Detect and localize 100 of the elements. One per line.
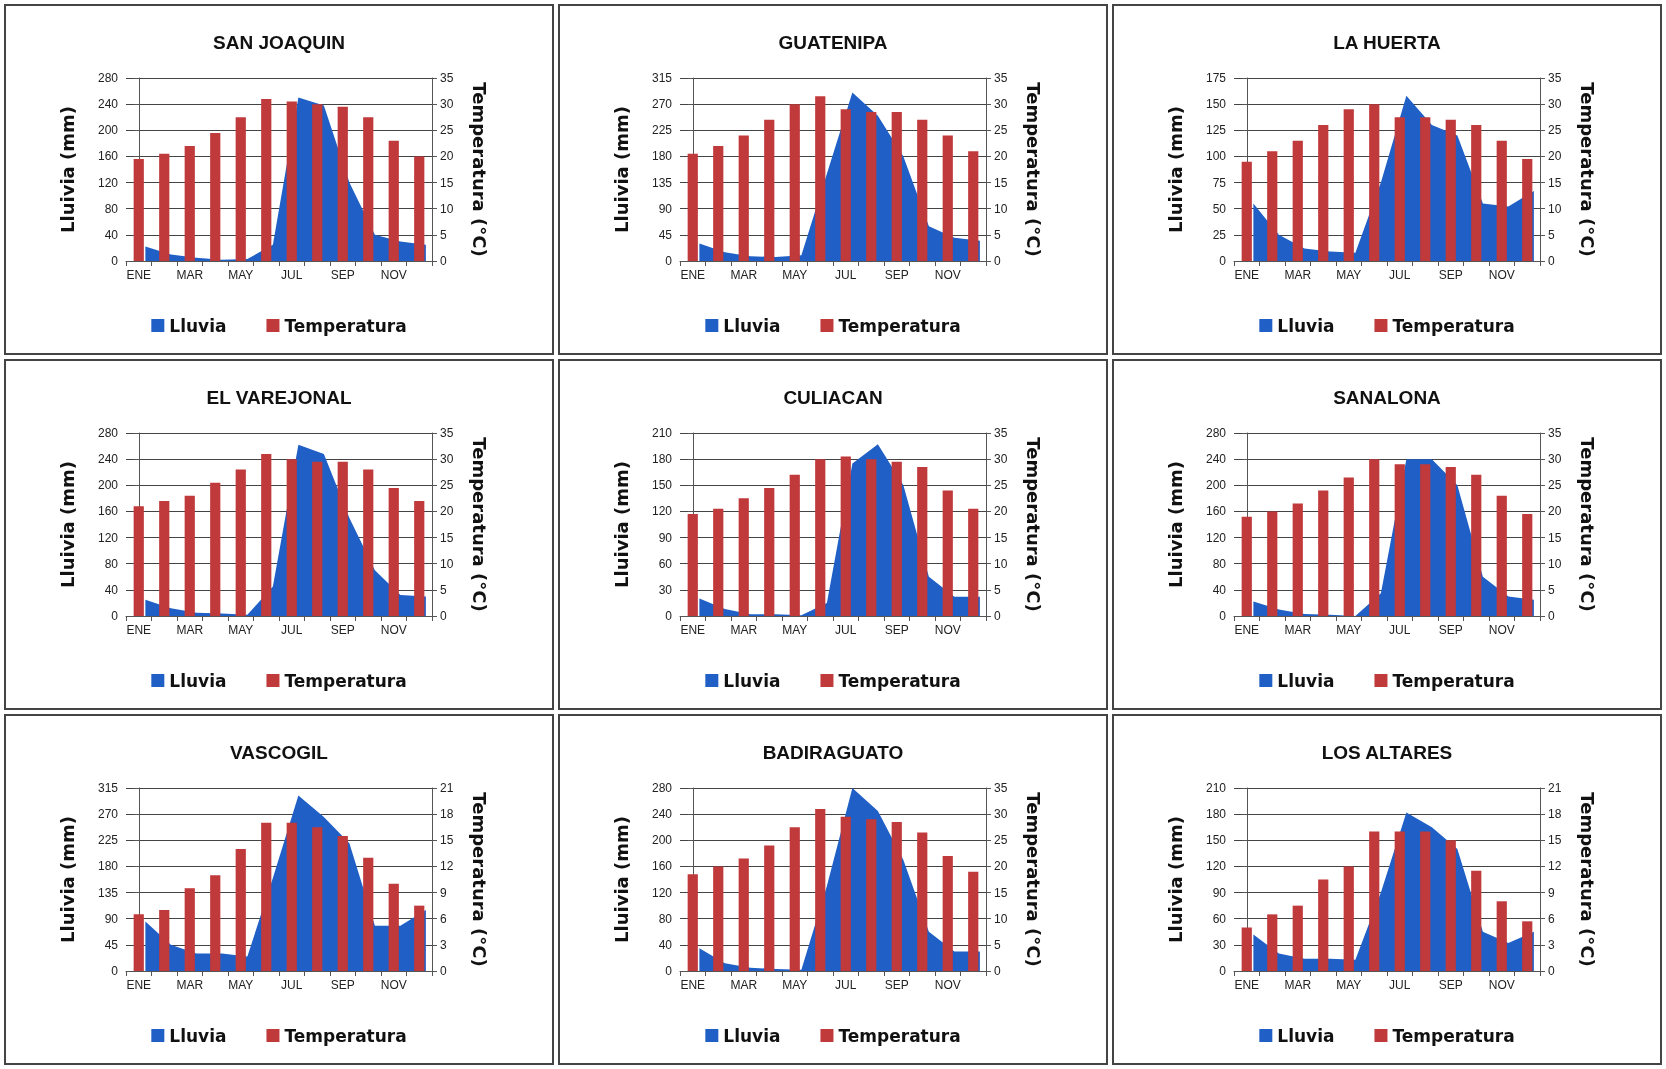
y-tick-label: 60 (658, 556, 673, 571)
legend-label: Temperatura (838, 315, 961, 336)
y2-axis-title: Temperatura (°C) (1022, 437, 1044, 612)
y-axis-title: Lluivia (mm) (1164, 461, 1186, 588)
x-tick-label: JUL (835, 978, 857, 992)
bar (286, 822, 297, 971)
bar (337, 461, 348, 616)
x-tick-label: MAY (228, 268, 254, 282)
bar (968, 871, 979, 971)
bar (1343, 866, 1354, 971)
bar (1292, 905, 1303, 971)
bar (133, 506, 144, 616)
bar (414, 905, 425, 971)
bar (840, 816, 851, 971)
y-tick-label: 200 (1205, 478, 1227, 493)
y-tick-label: 200 (97, 478, 119, 493)
bar (159, 910, 170, 971)
y-tick-label: 120 (651, 885, 673, 900)
chart-title: BADIRAGUATO (762, 742, 904, 763)
bar (1318, 125, 1329, 261)
bar (1343, 109, 1354, 261)
y2-tick-label: 5 (994, 227, 1001, 242)
y2-tick-label: 10 (1548, 201, 1562, 216)
y2-axis-title: Temperatura (°C) (1576, 82, 1598, 257)
bar (1496, 901, 1507, 971)
y-tick-label: 280 (651, 781, 673, 795)
y-axis-title: Lluivia (mm) (610, 816, 632, 943)
y-tick-label: 240 (97, 452, 119, 467)
y2-tick-label: 35 (440, 426, 454, 440)
y2-tick-label: 25 (440, 123, 454, 138)
y-tick-label: 315 (651, 71, 673, 85)
y-tick-label: 80 (104, 201, 119, 216)
bar (891, 821, 902, 971)
y-tick-label: 0 (1219, 609, 1227, 623)
y2-tick-label: 20 (440, 149, 454, 164)
bar (687, 514, 698, 616)
y-tick-label: 90 (104, 911, 119, 926)
bar (1522, 514, 1533, 616)
y2-tick-label: 9 (1548, 885, 1555, 900)
y-tick-label: 180 (651, 149, 673, 164)
y-tick-label: 180 (97, 859, 119, 874)
y2-tick-label: 30 (1548, 97, 1562, 112)
x-tick-label: MAY (1336, 268, 1362, 282)
y2-tick-label: 30 (994, 807, 1008, 822)
x-tick-label: JUL (1389, 623, 1411, 637)
x-tick-label: MAY (228, 978, 254, 992)
bar (1445, 840, 1456, 971)
y-tick-label: 180 (651, 452, 673, 467)
y2-tick-label: 0 (994, 254, 1001, 268)
legend-label: Lluvia (1277, 315, 1335, 336)
x-tick-label: NOV (1488, 978, 1515, 992)
y2-tick-label: 0 (440, 964, 447, 978)
x-tick-label: ENE (126, 268, 152, 282)
bar (1369, 831, 1380, 971)
y2-tick-label: 10 (994, 911, 1008, 926)
y2-axis-title: Temperatura (°C) (468, 792, 490, 967)
bar (388, 883, 399, 971)
chart-title: SANALONA (1333, 387, 1442, 408)
y2-tick-label: 6 (1548, 911, 1555, 926)
y-tick-label: 80 (1212, 556, 1227, 571)
y-tick-label: 280 (97, 71, 119, 85)
bar (866, 819, 877, 971)
bar (1445, 119, 1456, 261)
x-tick-label: JUL (1389, 268, 1411, 282)
y-tick-label: 270 (97, 807, 119, 822)
bar (1369, 104, 1380, 261)
y2-tick-label: 21 (1548, 781, 1562, 795)
y-tick-label: 0 (665, 609, 673, 623)
x-tick-label: MAR (176, 978, 204, 992)
x-tick-label: NOV (934, 268, 961, 282)
y2-tick-label: 30 (1548, 452, 1562, 467)
y2-tick-label: 9 (440, 885, 447, 900)
x-tick-label: MAR (730, 623, 758, 637)
bar (1267, 511, 1278, 616)
bar (1394, 831, 1405, 971)
y-tick-label: 30 (658, 582, 673, 597)
y2-tick-label: 35 (994, 71, 1008, 85)
y-axis-title: Lluivia (mm) (1164, 816, 1186, 943)
y-tick-label: 60 (1212, 911, 1227, 926)
bar (337, 106, 348, 261)
y2-tick-label: 30 (994, 452, 1008, 467)
y2-tick-label: 3 (440, 937, 447, 952)
bar (235, 117, 246, 261)
bar (1267, 914, 1278, 971)
bar (1496, 495, 1507, 616)
y-axis-title: Lluivia (mm) (56, 816, 78, 943)
chart-title: LA HUERTA (1333, 32, 1442, 53)
y-tick-label: 150 (1205, 833, 1227, 848)
y-tick-label: 135 (651, 175, 673, 190)
y2-tick-label: 0 (1548, 609, 1555, 623)
y2-tick-label: 35 (994, 426, 1008, 440)
x-tick-label: NOV (1488, 623, 1515, 637)
y2-tick-label: 15 (994, 885, 1008, 900)
bar (210, 875, 221, 971)
y2-tick-label: 18 (1548, 807, 1562, 822)
x-tick-label: MAY (782, 268, 808, 282)
x-tick-label: MAY (1336, 623, 1362, 637)
y-tick-label: 280 (97, 426, 119, 440)
bar (184, 888, 195, 971)
y2-tick-label: 0 (1548, 964, 1555, 978)
